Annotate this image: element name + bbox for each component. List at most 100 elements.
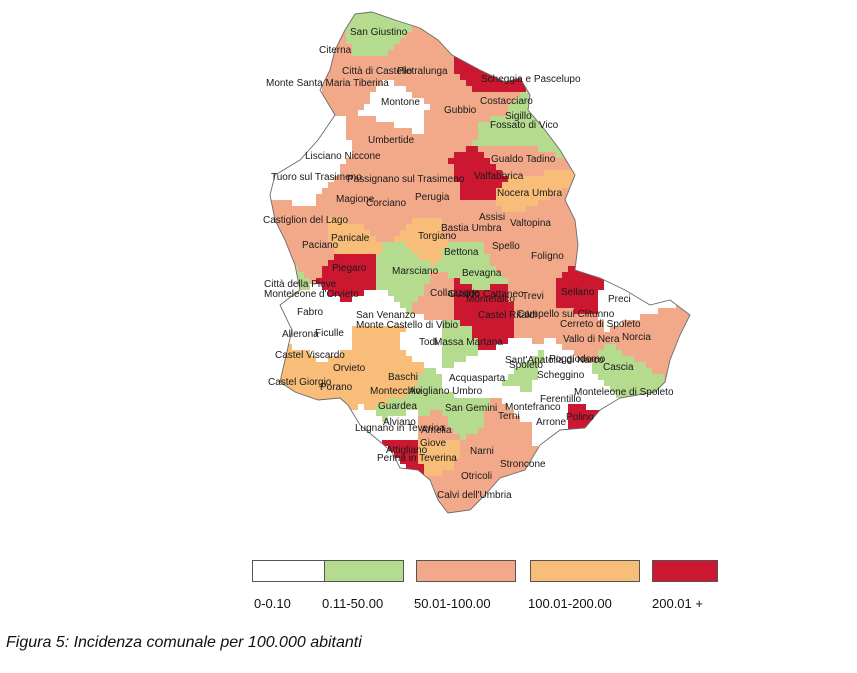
municipality-cell: [694, 140, 701, 147]
municipality-cell: [256, 290, 263, 297]
municipality-cell: [478, 356, 485, 363]
municipality-cell: [664, 80, 671, 87]
municipality-cell: [574, 56, 581, 63]
municipality-cell: [676, 44, 683, 51]
municipality-cell: [292, 314, 299, 321]
municipality-cell: [574, 176, 581, 183]
municipality-cell: [334, 182, 341, 189]
municipality-cell: [388, 272, 395, 279]
municipality-cell: [358, 26, 365, 33]
municipality-cell: [538, 314, 545, 321]
municipality-cell: [682, 332, 689, 339]
municipality-cell: [496, 116, 503, 123]
municipality-cell: [448, 74, 455, 81]
municipality-cell: [448, 272, 455, 279]
municipality-cell: [526, 134, 533, 141]
municipality-cell: [472, 176, 479, 183]
municipality-cell: [544, 386, 551, 393]
municipality-cell: [628, 224, 635, 231]
municipality-cell: [448, 230, 455, 237]
municipality-cell: [448, 392, 455, 399]
municipality-cell: [562, 110, 569, 117]
municipality-cell: [436, 80, 443, 87]
municipality-cell: [328, 212, 335, 219]
municipality-cell: [688, 128, 690, 135]
municipality-cell: [532, 278, 539, 285]
municipality-cell: [586, 320, 593, 327]
municipality-cell: [676, 254, 683, 261]
municipality-cell: [262, 398, 269, 405]
municipality-cell: [376, 302, 383, 309]
municipality-cell: [550, 200, 557, 207]
municipality-cell: [622, 146, 629, 153]
municipality-cell: [394, 248, 401, 255]
municipality-cell: [274, 272, 281, 279]
municipality-cell: [394, 266, 401, 273]
municipality-cell: [526, 326, 533, 333]
municipality-cell: [442, 68, 449, 75]
municipality-cell: [406, 182, 413, 189]
municipality-cell: [454, 266, 461, 273]
municipality-cell: [256, 398, 263, 405]
municipality-cell: [514, 146, 521, 153]
municipality-cell: [622, 152, 629, 159]
municipality-cell: [544, 182, 551, 189]
municipality-cell: [304, 362, 311, 369]
municipality-cell: [430, 26, 437, 33]
municipality-cell: [634, 212, 641, 219]
municipality-cell: [610, 116, 617, 123]
municipality-cell: [472, 248, 479, 255]
municipality-cell: [574, 386, 581, 393]
municipality-cell: [418, 386, 425, 393]
municipality-cell: [634, 260, 641, 267]
municipality-cell: [310, 32, 317, 39]
municipality-cell: [472, 188, 479, 195]
municipality-cell: [316, 32, 323, 39]
municipality-cell: [550, 20, 557, 27]
municipality-cell: [400, 134, 407, 141]
municipality-cell: [688, 104, 690, 111]
municipality-cell: [496, 242, 503, 249]
municipality-cell: [394, 284, 401, 291]
municipality-cell: [532, 182, 539, 189]
municipality-cell: [622, 374, 629, 381]
municipality-cell: [298, 44, 305, 51]
municipality-cell: [322, 182, 329, 189]
municipality-cell: [256, 296, 263, 303]
municipality-cell: [250, 200, 257, 207]
municipality-cell: [658, 182, 665, 189]
municipality-cell: [394, 326, 401, 333]
municipality-cell: [376, 68, 383, 75]
municipality-cell: [382, 260, 389, 267]
municipality-cell: [298, 62, 305, 69]
municipality-cell: [526, 164, 533, 171]
municipality-cell: [370, 326, 377, 333]
municipality-cell: [364, 320, 371, 327]
municipality-cell: [442, 380, 449, 387]
municipality-cell: [448, 56, 455, 63]
municipality-cell: [484, 32, 491, 39]
municipality-cell: [250, 218, 257, 225]
municipality-cell: [592, 368, 599, 375]
municipality-cell: [628, 356, 635, 363]
municipality-cell: [610, 332, 617, 339]
municipality-cell: [622, 386, 629, 393]
municipality-cell: [496, 110, 503, 117]
municipality-cell: [370, 218, 377, 225]
municipality-cell: [328, 392, 335, 399]
municipality-cell: [388, 62, 395, 69]
municipality-cell: [280, 110, 287, 117]
municipality-cell: [388, 260, 395, 267]
municipality-cell: [388, 374, 395, 381]
municipality-cell: [670, 314, 677, 321]
municipality-cell: [448, 128, 455, 135]
municipality-cell: [514, 272, 521, 279]
municipality-cell: [586, 380, 593, 387]
municipality-cell: [526, 218, 533, 225]
municipality-cell: [544, 158, 551, 165]
municipality-cell: [640, 74, 647, 81]
municipality-cell: [328, 146, 335, 153]
municipality-cell: [448, 338, 455, 345]
municipality-cell: [688, 392, 690, 399]
municipality-cell: [388, 26, 395, 33]
